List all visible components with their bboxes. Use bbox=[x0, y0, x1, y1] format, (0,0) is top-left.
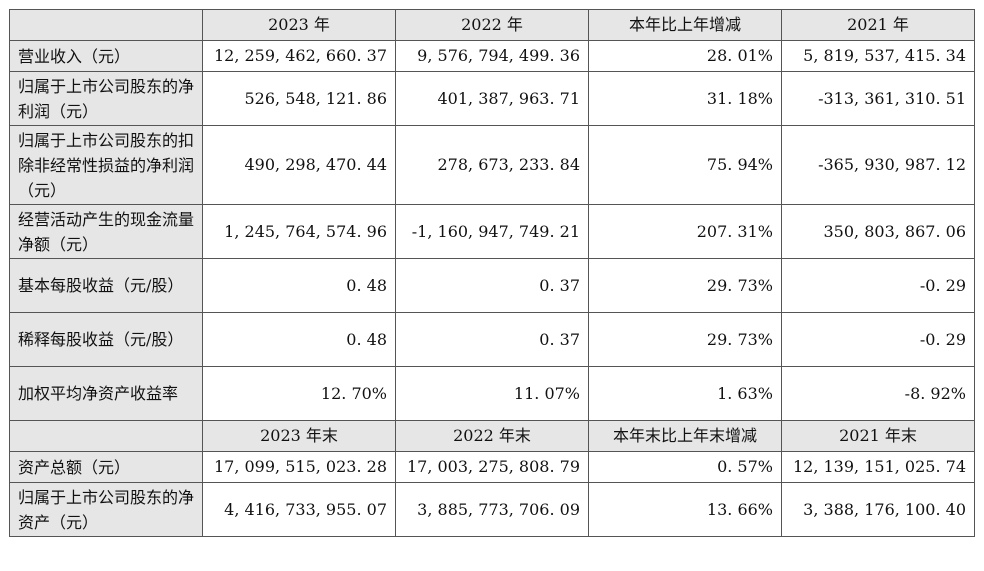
header-2023: 2023 年 bbox=[202, 9, 396, 41]
cell-2022: 0. 37 bbox=[395, 312, 589, 367]
cell-2022: 17, 003, 275, 808. 79 bbox=[395, 451, 589, 483]
cell-change: 0. 57% bbox=[588, 451, 782, 483]
cell-2023: 17, 099, 515, 023. 28 bbox=[202, 451, 396, 483]
cell-2022: 0. 37 bbox=[395, 258, 589, 313]
cell-change: 75. 94% bbox=[588, 125, 782, 205]
cell-2021: 350, 803, 867. 06 bbox=[781, 204, 975, 259]
table-row: 稀释每股收益（元/股） 0. 48 0. 37 29. 73% -0. 29 bbox=[9, 312, 975, 367]
row-label: 归属于上市公司股东的净利润（元） bbox=[9, 71, 203, 126]
cell-change: 28. 01% bbox=[588, 40, 782, 72]
table-row: 归属于上市公司股东的净利润（元） 526, 548, 121. 86 401, … bbox=[9, 71, 975, 126]
cell-2021: -8. 92% bbox=[781, 366, 975, 421]
table-row: 基本每股收益（元/股） 0. 48 0. 37 29. 73% -0. 29 bbox=[9, 258, 975, 313]
table-row: 资产总额（元） 17, 099, 515, 023. 28 17, 003, 2… bbox=[9, 451, 975, 483]
header-2022-end: 2022 年末 bbox=[395, 420, 589, 452]
header-row-annual: 2023 年 2022 年 本年比上年增减 2021 年 bbox=[9, 9, 975, 41]
cell-2022: 9, 576, 794, 499. 36 bbox=[395, 40, 589, 72]
cell-2023: 490, 298, 470. 44 bbox=[202, 125, 396, 205]
cell-2023: 526, 548, 121. 86 bbox=[202, 71, 396, 126]
table-row: 营业收入（元） 12, 259, 462, 660. 37 9, 576, 79… bbox=[9, 40, 975, 72]
row-label: 营业收入（元） bbox=[9, 40, 203, 72]
row-label: 资产总额（元） bbox=[9, 451, 203, 483]
cell-2023: 1, 245, 764, 574. 96 bbox=[202, 204, 396, 259]
cell-2023: 0. 48 bbox=[202, 312, 396, 367]
row-label: 归属于上市公司股东的净资产（元） bbox=[9, 482, 203, 537]
cell-change: 1. 63% bbox=[588, 366, 782, 421]
cell-2021: 5, 819, 537, 415. 34 bbox=[781, 40, 975, 72]
header-change-end: 本年末比上年末增减 bbox=[588, 420, 782, 452]
header-change: 本年比上年增减 bbox=[588, 9, 782, 41]
table-row: 归属于上市公司股东的净资产（元） 4, 416, 733, 955. 07 3,… bbox=[9, 482, 975, 537]
cell-change: 13. 66% bbox=[588, 482, 782, 537]
header-2021: 2021 年 bbox=[781, 9, 975, 41]
financial-summary: 2023 年 2022 年 本年比上年增减 2021 年 营业收入（元） 12,… bbox=[9, 9, 975, 537]
row-label: 归属于上市公司股东的扣除非经常性损益的净利润（元） bbox=[9, 125, 203, 205]
cell-2023: 12, 259, 462, 660. 37 bbox=[202, 40, 396, 72]
financial-table: 2023 年 2022 年 本年比上年增减 2021 年 营业收入（元） 12,… bbox=[9, 9, 975, 537]
header-2022: 2022 年 bbox=[395, 9, 589, 41]
cell-2021: -365, 930, 987. 12 bbox=[781, 125, 975, 205]
header-corner bbox=[9, 9, 203, 41]
table-row: 经营活动产生的现金流量净额（元） 1, 245, 764, 574. 96 -1… bbox=[9, 204, 975, 259]
cell-change: 31. 18% bbox=[588, 71, 782, 126]
cell-2021: -313, 361, 310. 51 bbox=[781, 71, 975, 126]
cell-2022: 11. 07% bbox=[395, 366, 589, 421]
row-label: 经营活动产生的现金流量净额（元） bbox=[9, 204, 203, 259]
row-label: 稀释每股收益（元/股） bbox=[9, 312, 203, 367]
header-2023-end: 2023 年末 bbox=[202, 420, 396, 452]
table-row: 加权平均净资产收益率 12. 70% 11. 07% 1. 63% -8. 92… bbox=[9, 366, 975, 421]
header-row-year-end: 2023 年末 2022 年末 本年末比上年末增减 2021 年末 bbox=[9, 420, 975, 452]
cell-2021: 12, 139, 151, 025. 74 bbox=[781, 451, 975, 483]
cell-change: 29. 73% bbox=[588, 312, 782, 367]
table-row: 归属于上市公司股东的扣除非经常性损益的净利润（元） 490, 298, 470.… bbox=[9, 125, 975, 205]
cell-change: 29. 73% bbox=[588, 258, 782, 313]
cell-change: 207. 31% bbox=[588, 204, 782, 259]
cell-2023: 4, 416, 733, 955. 07 bbox=[202, 482, 396, 537]
cell-2023: 12. 70% bbox=[202, 366, 396, 421]
cell-2022: 3, 885, 773, 706. 09 bbox=[395, 482, 589, 537]
cell-2023: 0. 48 bbox=[202, 258, 396, 313]
row-label: 基本每股收益（元/股） bbox=[9, 258, 203, 313]
cell-2021: 3, 388, 176, 100. 40 bbox=[781, 482, 975, 537]
cell-2022: 278, 673, 233. 84 bbox=[395, 125, 589, 205]
cell-2021: -0. 29 bbox=[781, 312, 975, 367]
header-2021-end: 2021 年末 bbox=[781, 420, 975, 452]
cell-2022: 401, 387, 963. 71 bbox=[395, 71, 589, 126]
header-corner bbox=[9, 420, 203, 452]
row-label: 加权平均净资产收益率 bbox=[9, 366, 203, 421]
cell-2022: -1, 160, 947, 749. 21 bbox=[395, 204, 589, 259]
cell-2021: -0. 29 bbox=[781, 258, 975, 313]
